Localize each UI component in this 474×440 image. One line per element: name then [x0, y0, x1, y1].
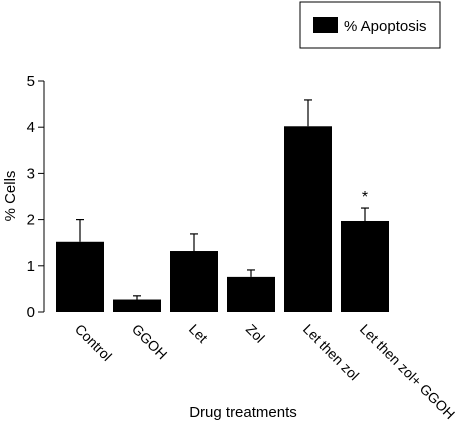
x-tick-label: Let then zol+ GGOH — [357, 321, 458, 422]
bar — [227, 276, 275, 312]
bar — [113, 299, 161, 312]
axes: 0 1 2 3 4 5 — [27, 73, 45, 321]
y-tick-label: 2 — [27, 212, 35, 229]
x-axis-label: Drug treatments — [189, 404, 297, 421]
y-axis-label: % Cells — [2, 171, 19, 222]
x-tick-label: Let then zol — [300, 321, 363, 384]
bar — [341, 220, 389, 312]
y-tick-label: 1 — [27, 258, 35, 275]
legend-swatch — [313, 17, 338, 33]
legend: % Apoptosis — [299, 1, 441, 49]
x-tick-label: GGOH — [129, 321, 171, 363]
y-tick-label: 3 — [27, 165, 35, 182]
y-tick-label: 4 — [27, 119, 35, 136]
x-tick-label: Let — [186, 321, 211, 346]
bar — [170, 251, 218, 312]
bar — [56, 241, 104, 312]
y-tick-label: 5 — [27, 73, 35, 90]
bars-group — [56, 99, 389, 312]
legend-label: % Apoptosis — [344, 18, 427, 35]
bar — [284, 126, 332, 312]
significance-marker: * — [362, 189, 368, 206]
x-tick-label: Control — [72, 321, 115, 364]
x-tick-label: Zol — [243, 321, 268, 346]
y-tick-label: 0 — [27, 304, 35, 321]
